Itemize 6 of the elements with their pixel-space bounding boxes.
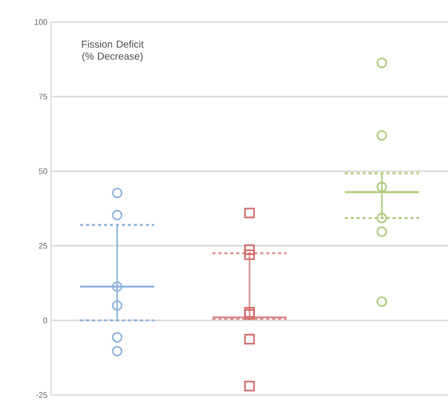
point [244,380,255,392]
point [244,208,255,218]
text: Fission Deficit (% Decrease) [82,40,144,62]
point [244,334,255,344]
point [244,244,255,255]
point [244,249,255,260]
